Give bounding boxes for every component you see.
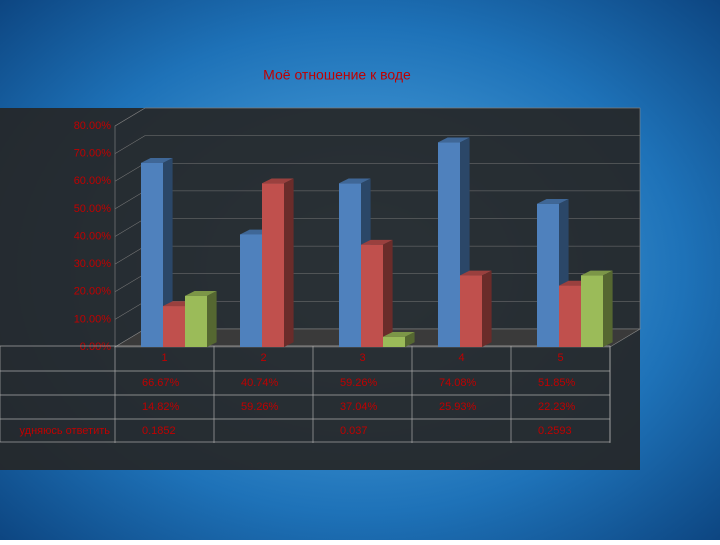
data-label: 22.23% bbox=[538, 401, 576, 413]
data-label: 51.85% bbox=[538, 377, 576, 389]
bar-top bbox=[460, 270, 492, 276]
grid-line bbox=[114, 107, 640, 127]
y-tick-label: 50.00% bbox=[74, 203, 112, 215]
y-tick-label: 20.00% bbox=[74, 286, 112, 298]
bar-side bbox=[207, 291, 217, 347]
data-label: 37.04% bbox=[340, 401, 378, 413]
x-tick-label: 3 bbox=[359, 352, 365, 364]
bar-top bbox=[339, 178, 371, 184]
bar-side bbox=[383, 239, 393, 347]
bar-side bbox=[405, 331, 415, 347]
x-tick-label: 4 bbox=[458, 352, 464, 364]
bar bbox=[240, 234, 262, 347]
x-tick-label: 2 bbox=[260, 352, 266, 364]
y-tick-label: 30.00% bbox=[74, 258, 112, 270]
bar-top bbox=[262, 178, 294, 184]
bar bbox=[438, 142, 460, 347]
bar-top bbox=[581, 270, 613, 276]
bar bbox=[185, 295, 207, 347]
bar-side bbox=[284, 178, 294, 347]
bar-top bbox=[438, 137, 470, 143]
y-tick-label: 0.00% bbox=[80, 341, 111, 353]
x-tick-label: 5 bbox=[557, 352, 563, 364]
data-label: 0.2593 bbox=[538, 425, 572, 437]
x-tick-label: 1 bbox=[161, 352, 167, 364]
y-tick-label: 10.00% bbox=[74, 313, 112, 325]
data-label: 74.08% bbox=[439, 377, 477, 389]
bar-top bbox=[361, 239, 393, 245]
y-tick-label: 80.00% bbox=[74, 120, 112, 132]
data-label: 0.037 bbox=[340, 425, 368, 437]
data-label: 40.74% bbox=[241, 377, 279, 389]
y-tick-label: 60.00% bbox=[74, 175, 112, 187]
bar-top bbox=[383, 331, 415, 337]
y-tick-label: 70.00% bbox=[74, 148, 112, 160]
chart-title: Моё отношение к воде bbox=[263, 67, 411, 83]
bar bbox=[383, 336, 405, 347]
bar-side bbox=[163, 158, 173, 347]
data-label: 25.93% bbox=[439, 401, 477, 413]
bar bbox=[361, 244, 383, 347]
bar-top bbox=[185, 291, 217, 296]
bar-side bbox=[482, 270, 492, 347]
data-label: 66.67% bbox=[142, 377, 180, 389]
bar-top bbox=[141, 158, 173, 163]
bar bbox=[163, 306, 185, 347]
bar bbox=[559, 285, 581, 347]
bar bbox=[339, 183, 361, 347]
bar-side bbox=[603, 270, 613, 347]
data-label: 59.26% bbox=[241, 401, 279, 413]
bar bbox=[262, 183, 284, 347]
bar bbox=[141, 162, 163, 347]
bar-top bbox=[537, 198, 569, 204]
data-label: 14.82% bbox=[142, 401, 180, 413]
legend-label: удняюсь ответить bbox=[20, 425, 111, 437]
bar bbox=[460, 275, 482, 347]
bar bbox=[537, 203, 559, 347]
y-tick-label: 40.00% bbox=[74, 230, 112, 242]
data-label: 0.1852 bbox=[142, 425, 176, 437]
chart-panel bbox=[0, 108, 640, 470]
grid-line bbox=[114, 135, 640, 154]
data-label: 59.26% bbox=[340, 377, 378, 389]
bar bbox=[581, 275, 603, 347]
